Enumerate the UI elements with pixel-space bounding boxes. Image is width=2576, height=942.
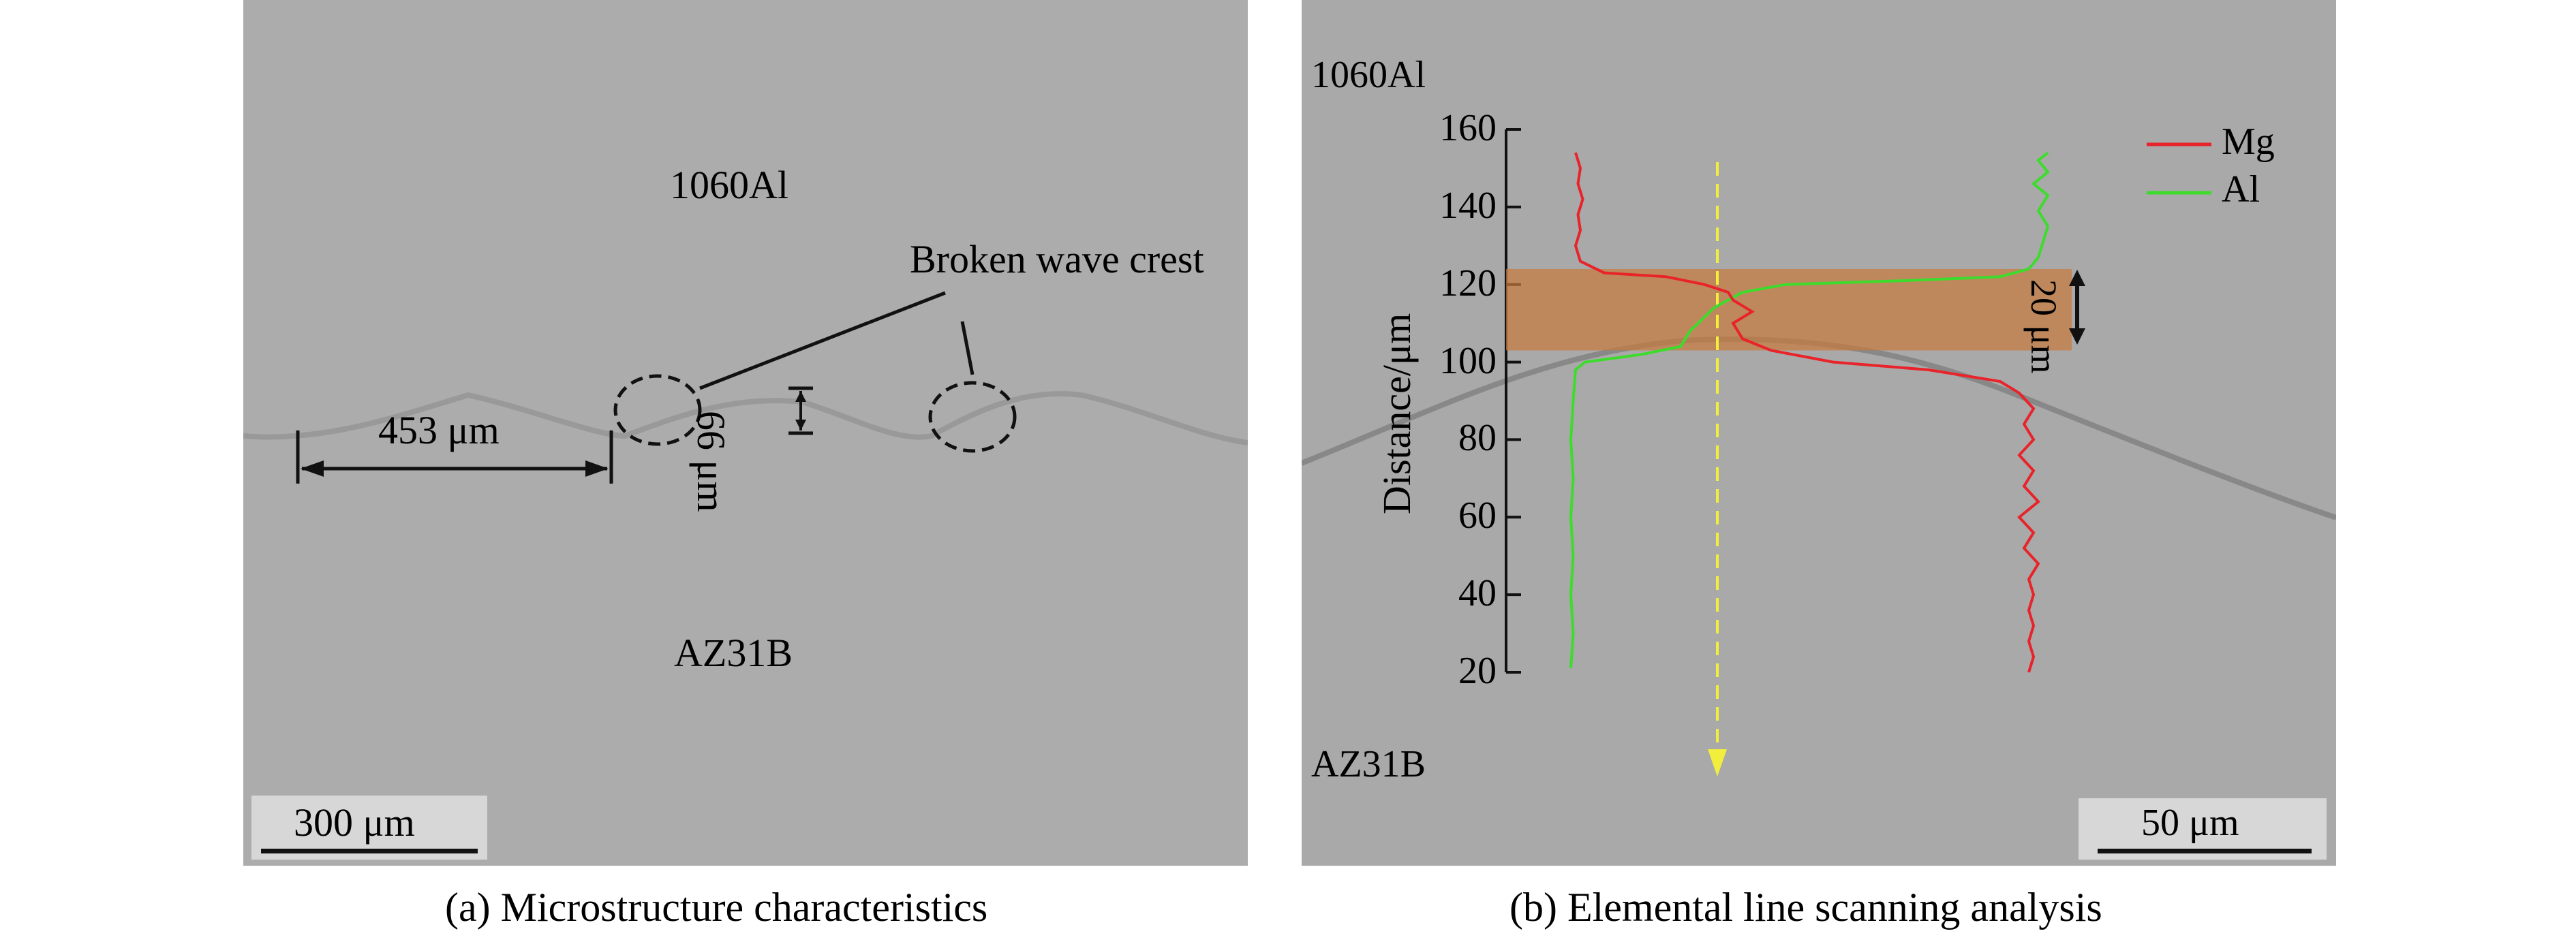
scale-bar-line-b <box>2098 849 2312 853</box>
y-tick-label: 60 <box>1458 494 1497 537</box>
series-line-mg <box>1574 152 2040 673</box>
y-tick-label: 40 <box>1458 572 1497 615</box>
interface-band <box>1506 268 2072 351</box>
y-tick-label: 120 <box>1439 262 1497 304</box>
material-label-top: 1060Al <box>670 163 788 207</box>
sem-image-b: 20 40 60 80 100 120 140 160 1060Al AZ31B Distan… <box>1302 0 2336 866</box>
interface-line <box>243 391 1248 445</box>
leader-line-2 <box>960 321 975 375</box>
material-label-bottom-b: AZ31B <box>1311 743 1426 785</box>
broken-crest-circle-1 <box>613 374 702 446</box>
y-tick-label: 100 <box>1439 339 1497 382</box>
y-tick-label: 80 <box>1458 417 1497 460</box>
band-arrowhead-bottom <box>2069 328 2085 345</box>
y-axis-label: Distance/μm <box>1375 313 1419 514</box>
band-arrowhead-top <box>2069 270 2085 286</box>
wavelength-label: 453 μm <box>378 408 500 452</box>
scan-arrowhead <box>1708 749 1727 776</box>
scale-bar-box-a: 300 μm <box>251 796 487 860</box>
y-ticks <box>1506 128 1521 674</box>
legend-label-mg: Mg <box>2222 121 2275 163</box>
leader-line-1 <box>699 291 946 390</box>
scale-bar-label-a: 300 μm <box>294 800 415 845</box>
wavelength-arrowhead-left <box>301 460 324 477</box>
broken-crest-circle-2 <box>928 381 1017 453</box>
scale-bar-box-b: 50 μm <box>2079 798 2327 860</box>
series-line-al <box>1569 151 2050 669</box>
band-width-label: 20 μm <box>2023 279 2064 374</box>
panel-b-annotations <box>1302 128 2336 776</box>
material-label-top-b: 1060Al <box>1311 54 1426 96</box>
amplitude-arrowhead-top <box>795 391 806 402</box>
material-label-bottom: AZ31B <box>674 631 793 675</box>
y-tick-label: 140 <box>1439 184 1497 227</box>
sem-image-a: 1060Al Broken wave crest 453 μm 66 μm AZ… <box>243 0 1248 866</box>
scale-bar-label-b: 50 μm <box>2141 802 2239 844</box>
caption-b: (b) Elemental line scanning analysis <box>1509 885 2102 930</box>
panel-a-annotations <box>243 291 1248 484</box>
caption-a: (a) Microstructure characteristics <box>445 885 988 930</box>
y-tick-label: 160 <box>1439 107 1497 149</box>
annotation-broken-wave-crest: Broken wave crest <box>910 237 1204 281</box>
legend-label-al: Al <box>2222 168 2260 210</box>
amplitude-arrowhead-bottom <box>795 420 806 430</box>
y-tick-label: 20 <box>1458 650 1497 692</box>
scale-bar-line-a <box>261 849 478 853</box>
wavelength-arrowhead-right <box>585 460 609 477</box>
amplitude-label: 66 μm <box>689 411 733 512</box>
